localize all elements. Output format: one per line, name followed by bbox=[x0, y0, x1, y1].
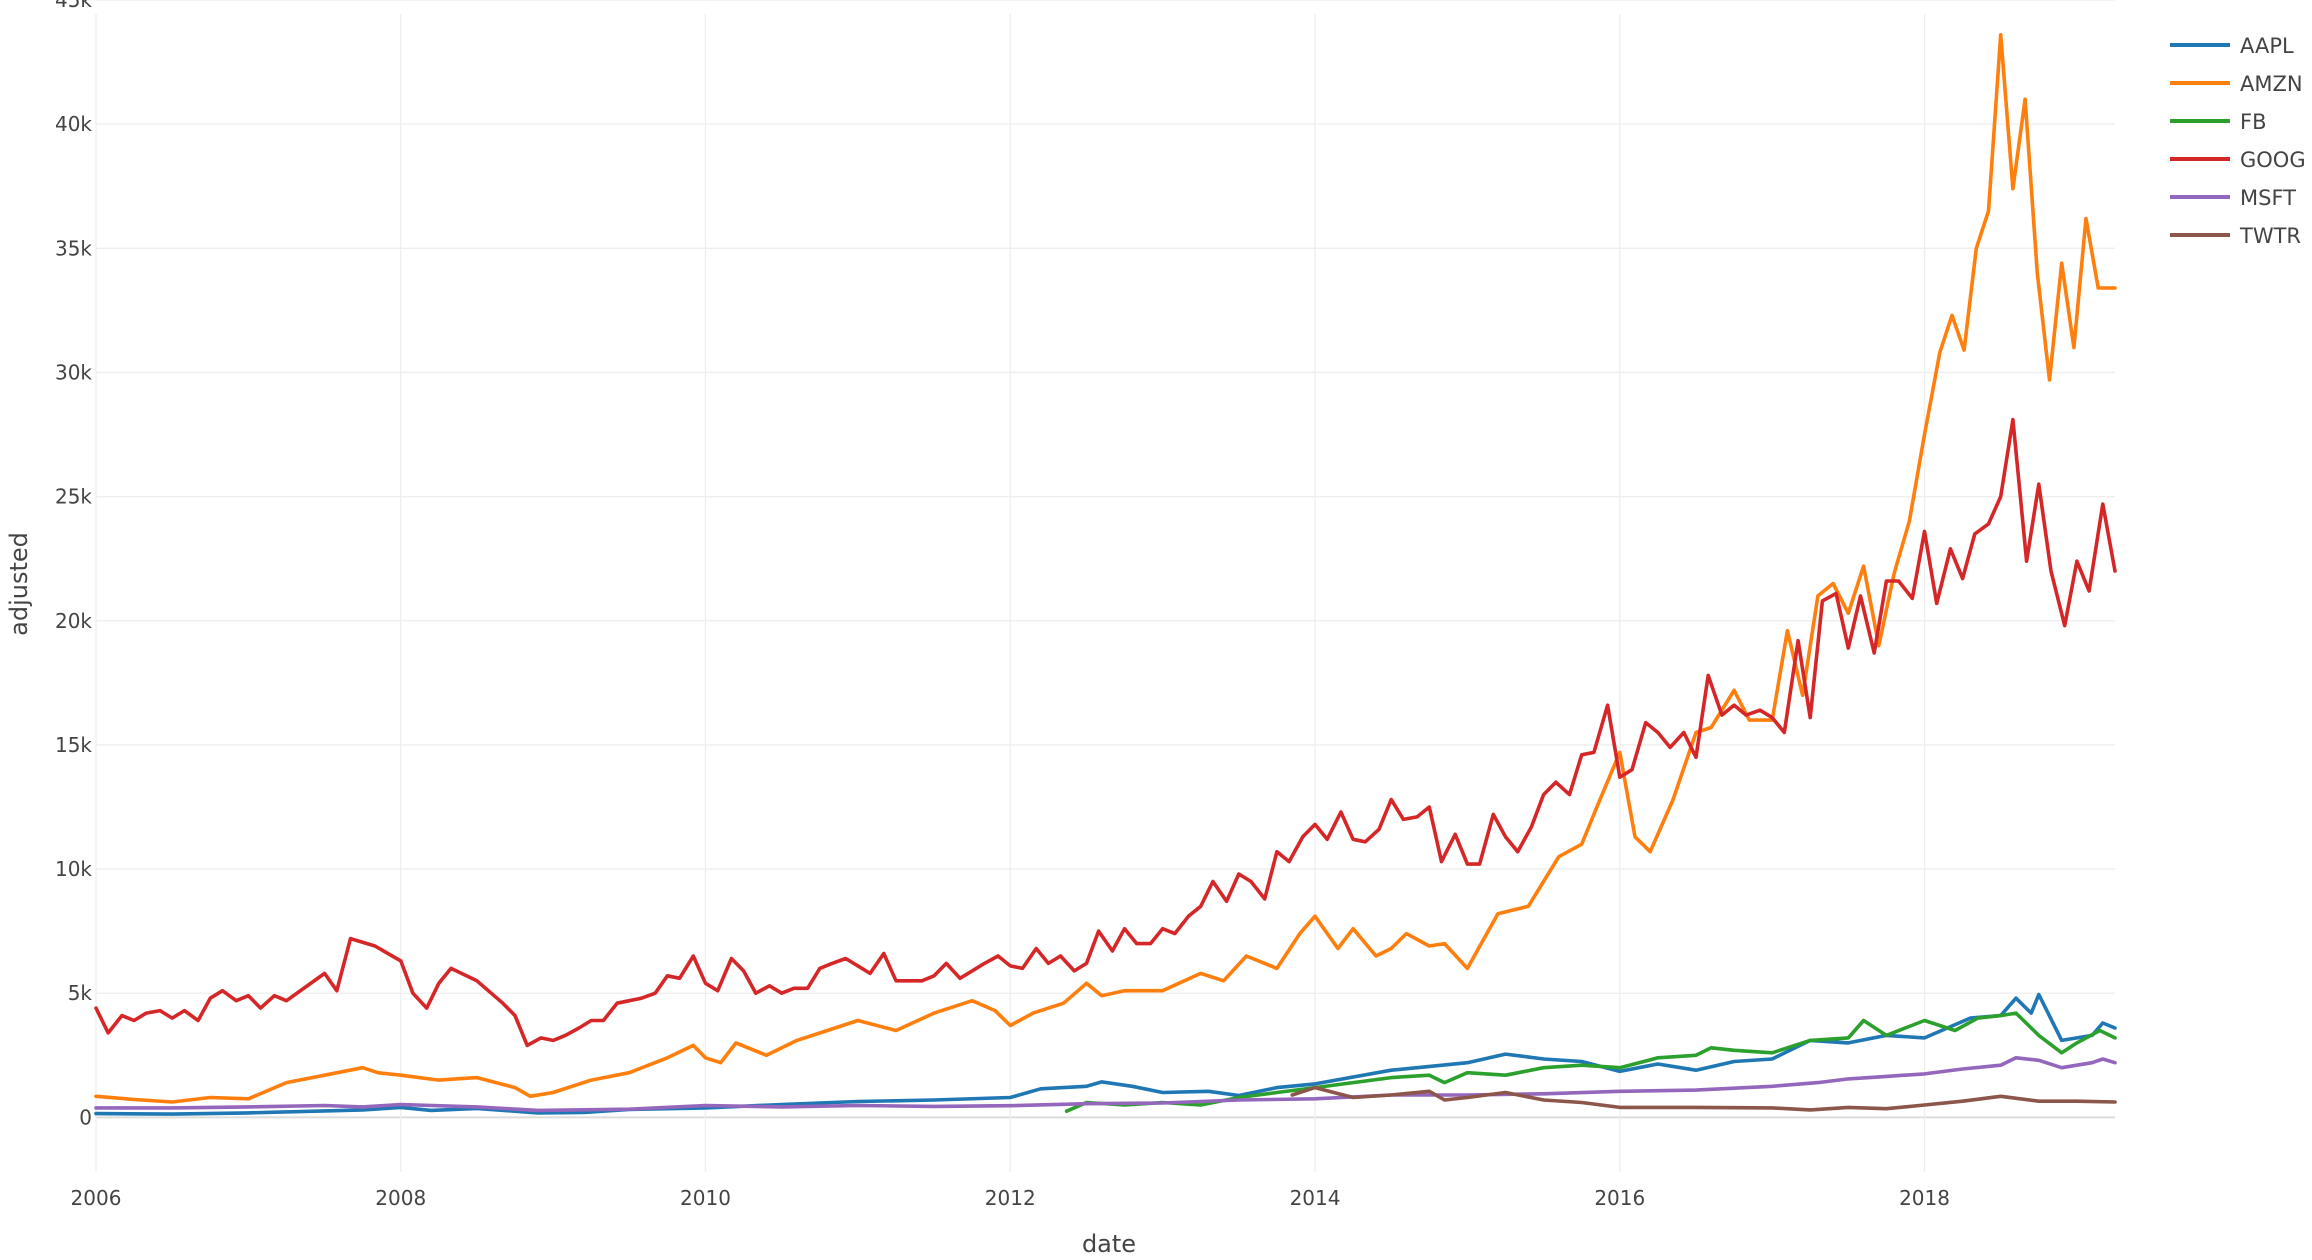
legend-item-msft[interactable]: MSFT bbox=[2170, 186, 2296, 210]
y-tick-label: 20k bbox=[55, 609, 92, 633]
legend-label: GOOG bbox=[2240, 148, 2306, 172]
y-axis-title: adjusted bbox=[5, 532, 33, 636]
x-tick-label: 2018 bbox=[1899, 1186, 1950, 1210]
legend-label: AMZN bbox=[2240, 72, 2303, 96]
x-tick-label: 2014 bbox=[1290, 1186, 1341, 1210]
series-lines bbox=[94, 32, 2117, 1116]
legend-item-amzn[interactable]: AMZN bbox=[2170, 72, 2303, 96]
legend-label: FB bbox=[2240, 110, 2267, 134]
y-tick-label: 10k bbox=[55, 857, 92, 881]
grid bbox=[95, 0, 2115, 1172]
legend-label: AAPL bbox=[2240, 34, 2294, 58]
legend-item-goog[interactable]: GOOG bbox=[2170, 148, 2306, 172]
x-tick-label: 2006 bbox=[71, 1186, 122, 1210]
series-line-twtr bbox=[1290, 1085, 2117, 1112]
series-line-amzn bbox=[94, 32, 2117, 1104]
y-tick-label: 25k bbox=[55, 485, 92, 509]
x-tick-label: 2012 bbox=[985, 1186, 1036, 1210]
x-axis-title: date bbox=[1082, 1230, 1136, 1258]
y-tick-label: 40k bbox=[55, 112, 92, 136]
x-tick-label: 2016 bbox=[1594, 1186, 1645, 1210]
legend: AAPL AMZN FB GOOG MSFT TWTR bbox=[2170, 34, 2306, 248]
x-tick-label: 2008 bbox=[375, 1186, 426, 1210]
y-tick-label: 0 bbox=[79, 1105, 92, 1129]
legend-item-twtr[interactable]: TWTR bbox=[2170, 224, 2301, 248]
series-line-fb bbox=[1064, 1011, 2117, 1113]
x-tick-label: 2010 bbox=[680, 1186, 731, 1210]
x-tick-labels: 2006 2008 2010 2012 2014 2016 2018 bbox=[71, 1186, 1950, 1210]
y-tick-labels: 0 5k 10k 15k 20k 25k 30k 35k 40k 45k bbox=[55, 0, 92, 1129]
y-tick-label: 15k bbox=[55, 733, 92, 757]
series-line-goog bbox=[94, 417, 2117, 1048]
y-tick-label: 30k bbox=[55, 360, 92, 384]
y-tick-label: 45k bbox=[55, 0, 92, 12]
legend-item-aapl[interactable]: AAPL bbox=[2170, 34, 2294, 58]
legend-label: MSFT bbox=[2240, 186, 2296, 210]
legend-item-fb[interactable]: FB bbox=[2170, 110, 2267, 134]
y-tick-label: 5k bbox=[68, 981, 93, 1005]
y-tick-label: 35k bbox=[55, 236, 92, 260]
legend-label: TWTR bbox=[2239, 224, 2301, 248]
series-line-aapl bbox=[94, 992, 2117, 1116]
